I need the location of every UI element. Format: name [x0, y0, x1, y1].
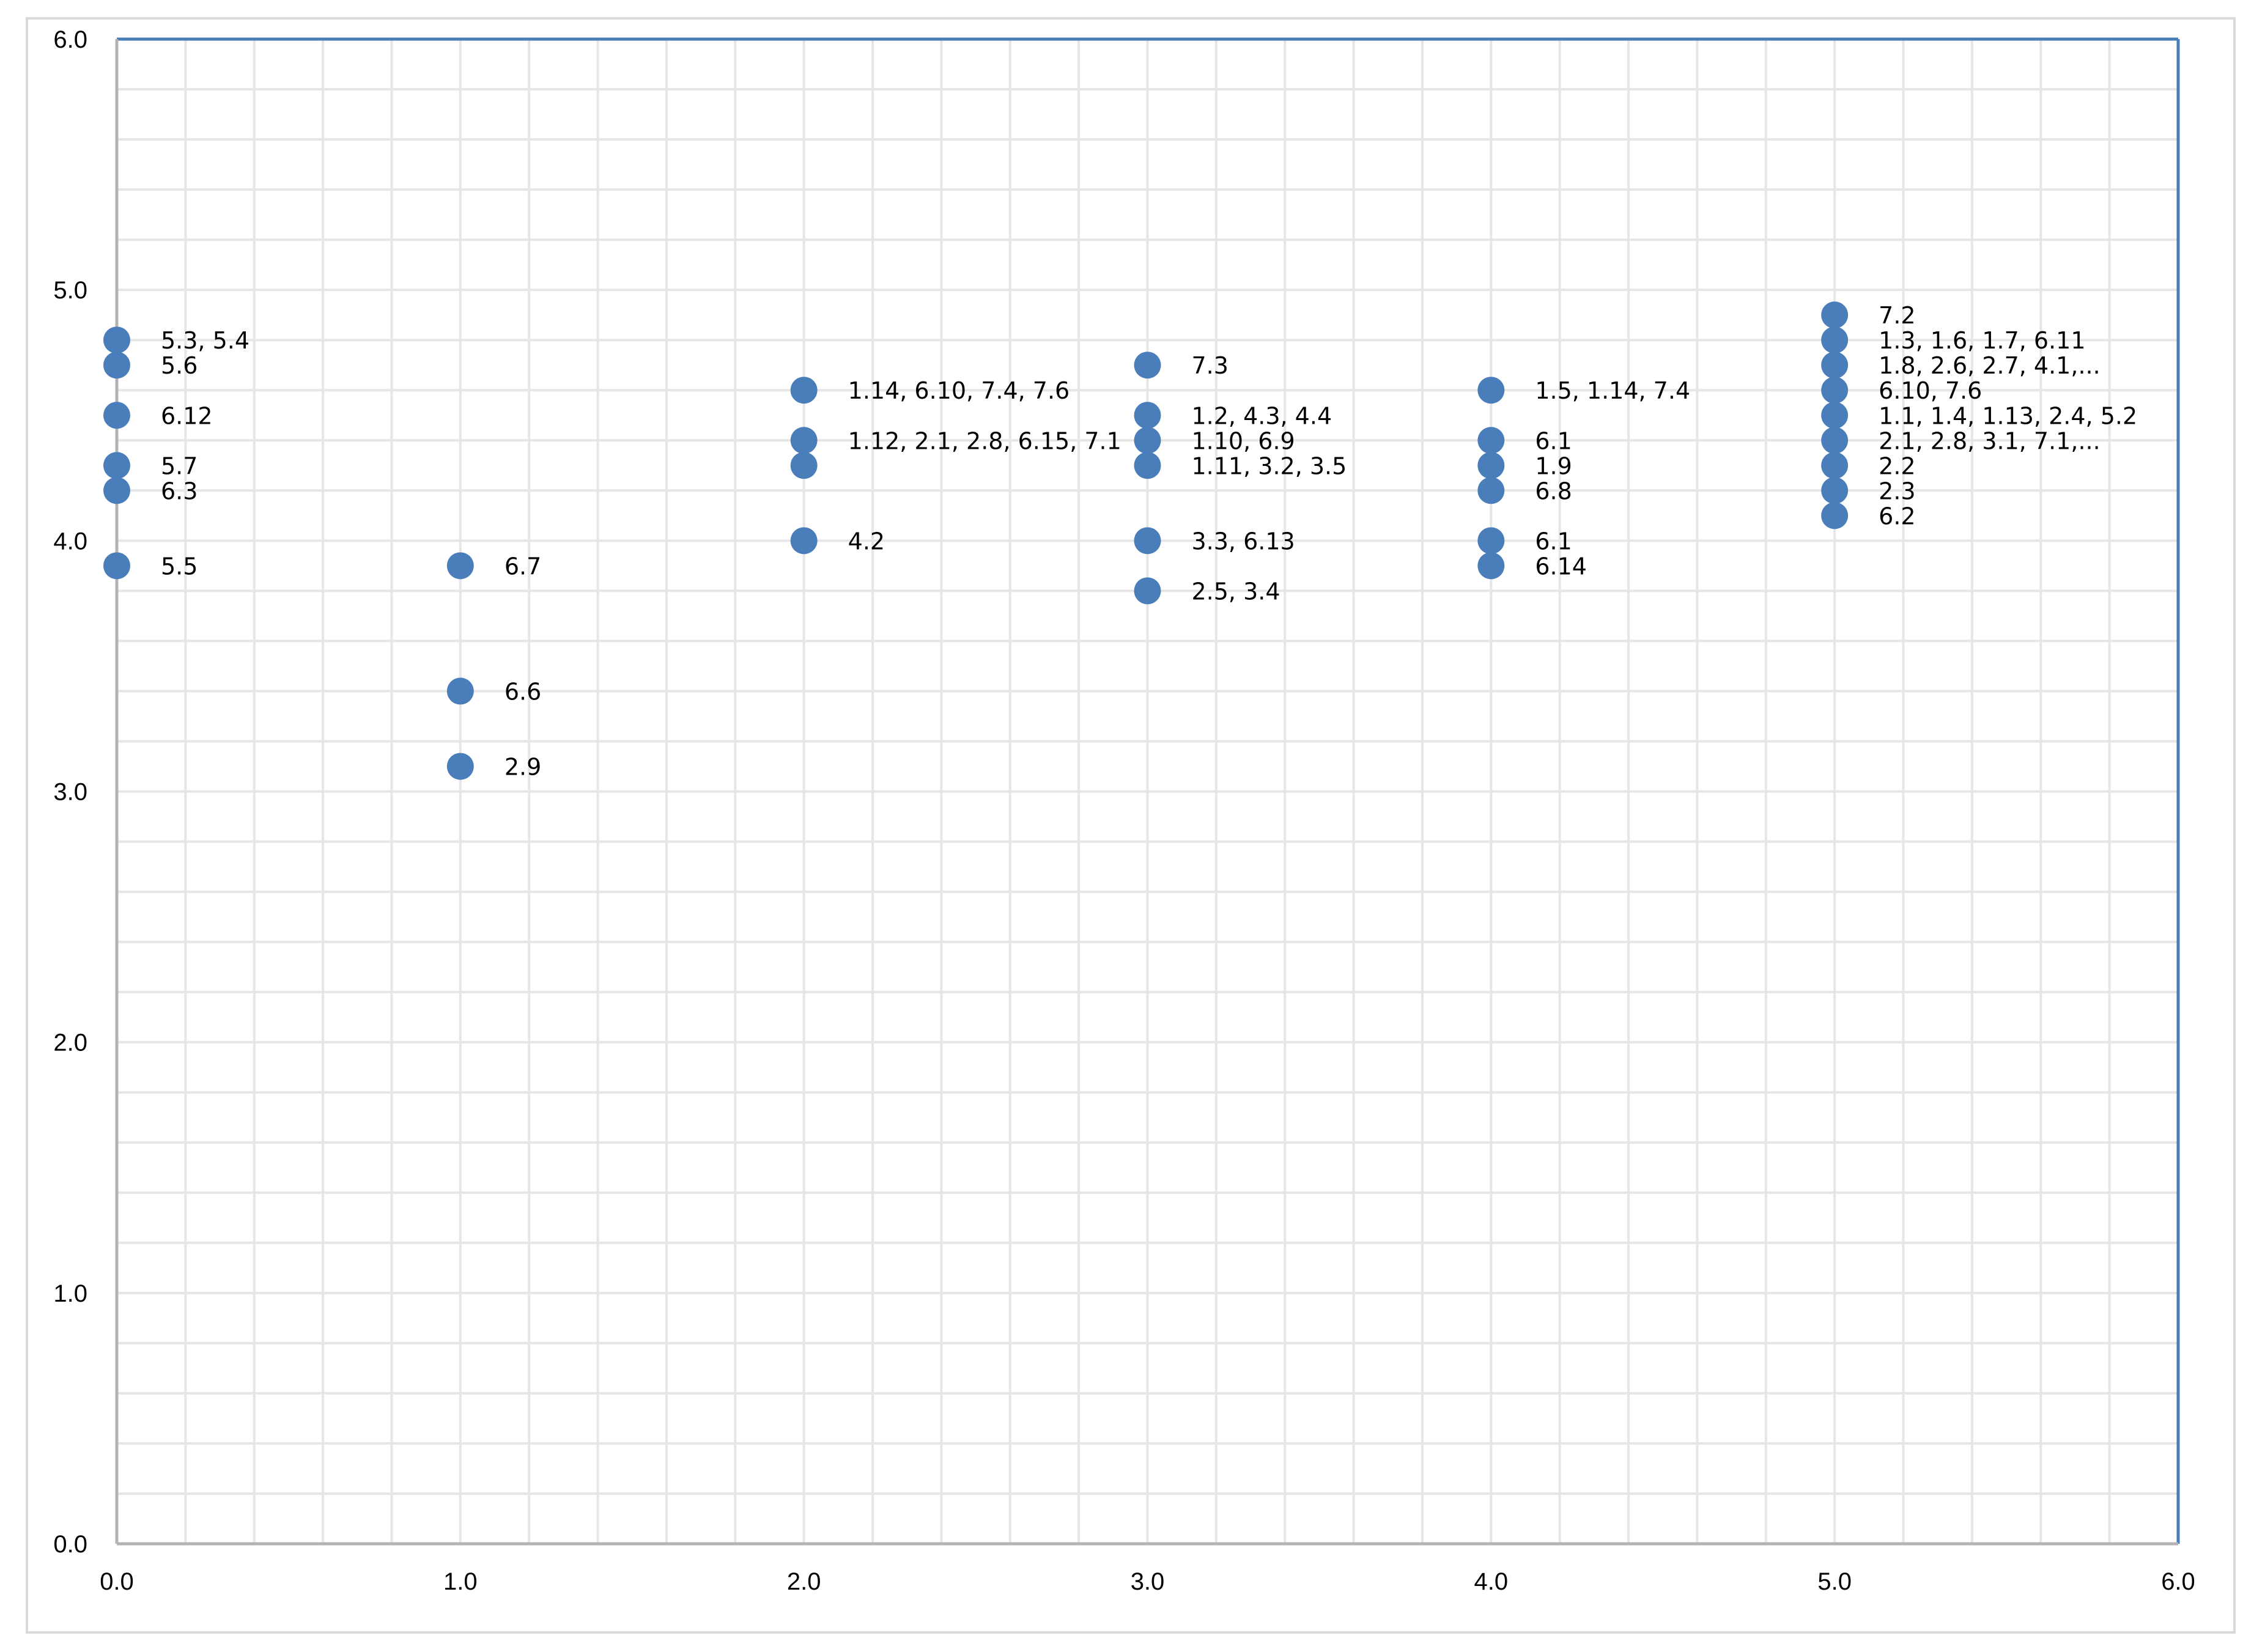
data-point-label: 6.12: [161, 402, 213, 429]
data-point-marker: [1477, 377, 1505, 404]
data-point-marker: [103, 326, 130, 354]
data-points: [103, 301, 1849, 780]
data-point-label: 1.2, 4.3, 4.4: [1192, 402, 1332, 429]
data-point-label: 6.1: [1535, 427, 1572, 454]
data-point-label: 1.11, 3.2, 3.5: [1192, 452, 1347, 479]
x-tick-label: 5.0: [1817, 1568, 1852, 1595]
gridlines: [117, 39, 2178, 1544]
data-point-label: 1.10, 6.9: [1192, 427, 1295, 454]
data-point-marker: [1821, 377, 1849, 404]
data-point-label: 7.3: [1192, 352, 1229, 379]
data-point-label: 5.6: [161, 352, 198, 379]
data-point-marker: [446, 552, 474, 580]
data-point-marker: [103, 552, 130, 580]
x-tick-label: 4.0: [1474, 1568, 1509, 1595]
data-point-label: 6.3: [161, 478, 198, 504]
data-point-marker: [1821, 427, 1849, 454]
x-tick-label: 6.0: [2161, 1568, 2195, 1595]
data-point-label: 5.5: [161, 553, 198, 580]
data-point-label: 2.5, 3.4: [1192, 578, 1280, 605]
x-tick-label: 3.0: [1131, 1568, 1165, 1595]
data-point-marker: [1134, 527, 1161, 555]
data-point-marker: [790, 377, 818, 404]
data-labels: 5.3, 5.45.6 6.12 5.76.3 5.5 6.7 6.6 2.9 1.14, 6…: [161, 302, 2137, 780]
data-point-marker: [1477, 452, 1505, 479]
data-point-marker: [1821, 452, 1849, 479]
data-point-marker: [790, 427, 818, 454]
data-point-label: 1.8, 2.6, 2.7, 4.1,...: [1879, 352, 2101, 379]
data-point-marker: [1134, 452, 1161, 479]
y-tick-label: 5.0: [53, 277, 87, 304]
axes: [115, 37, 2180, 1546]
data-point-label: 2.1, 2.8, 3.1, 7.1,...: [1879, 427, 2101, 454]
data-point-label: 1.9: [1535, 452, 1572, 479]
data-point-marker: [790, 527, 818, 555]
data-point-marker: [103, 477, 130, 504]
data-point-marker: [103, 352, 130, 379]
data-point-label: 6.1: [1535, 528, 1572, 555]
data-point-marker: [1134, 577, 1161, 605]
tick-labels: 0.0 1.0 2.0 3.0 4.0 5.0 6.0 0.0 1.0 2.0 3.0 4.0 5.0 6…: [53, 26, 2195, 1595]
data-point-label: 4.2: [848, 528, 885, 555]
x-tick-label: 0.0: [100, 1568, 134, 1595]
y-tick-label: 6.0: [53, 26, 87, 53]
data-point-label: 5.7: [161, 452, 198, 479]
data-point-marker: [103, 402, 130, 429]
data-point-label: 1.12, 2.1, 2.8, 6.15, 7.1: [848, 427, 1121, 454]
data-point-label: 6.7: [504, 553, 541, 580]
data-point-label: 6.6: [504, 678, 541, 705]
data-point-label: 1.5, 1.14, 7.4: [1535, 377, 1690, 404]
data-point-marker: [1821, 402, 1849, 429]
data-point-label: 1.1, 1.4, 1.13, 2.4, 5.2: [1879, 402, 2137, 429]
data-point-label: 3.3, 6.13: [1192, 528, 1295, 555]
data-point-marker: [446, 753, 474, 780]
y-tick-label: 1.0: [53, 1280, 87, 1307]
x-tick-label: 1.0: [443, 1568, 478, 1595]
data-point-marker: [1134, 402, 1161, 429]
data-point-label: 5.3, 5.4: [161, 327, 249, 354]
data-point-label: 2.2: [1879, 452, 1915, 479]
data-point-label: 7.2: [1879, 302, 1915, 329]
data-point-marker: [103, 452, 130, 479]
data-point-label: 6.2: [1879, 503, 1915, 529]
data-point-label: 2.3: [1879, 478, 1915, 504]
data-point-marker: [1134, 427, 1161, 454]
data-point-marker: [1821, 352, 1849, 379]
data-point-label: 1.14, 6.10, 7.4, 7.6: [848, 377, 1070, 404]
y-tick-label: 2.0: [53, 1030, 87, 1056]
data-point-marker: [1477, 527, 1505, 555]
data-point-marker: [1477, 552, 1505, 580]
data-point-marker: [1821, 477, 1849, 504]
y-tick-label: 3.0: [53, 779, 87, 806]
data-point-marker: [790, 452, 818, 479]
data-point-marker: [1821, 301, 1849, 329]
data-point-label: 6.8: [1535, 478, 1572, 504]
data-point-label: 6.10, 7.6: [1879, 377, 1982, 404]
data-point-marker: [1477, 427, 1505, 454]
y-tick-label: 4.0: [53, 528, 87, 555]
x-tick-label: 2.0: [787, 1568, 821, 1595]
y-tick-label: 0.0: [53, 1531, 87, 1558]
chart-outer-border: [26, 17, 2236, 1634]
data-point-marker: [446, 677, 474, 705]
data-point-label: 1.3, 1.6, 1.7, 6.11: [1879, 327, 2085, 354]
data-point-label: 2.9: [504, 753, 541, 780]
data-point-marker: [1477, 477, 1505, 504]
data-point-marker: [1134, 352, 1161, 379]
data-point-label: 6.14: [1535, 553, 1587, 580]
data-point-marker: [1821, 502, 1849, 529]
data-point-marker: [1821, 326, 1849, 354]
